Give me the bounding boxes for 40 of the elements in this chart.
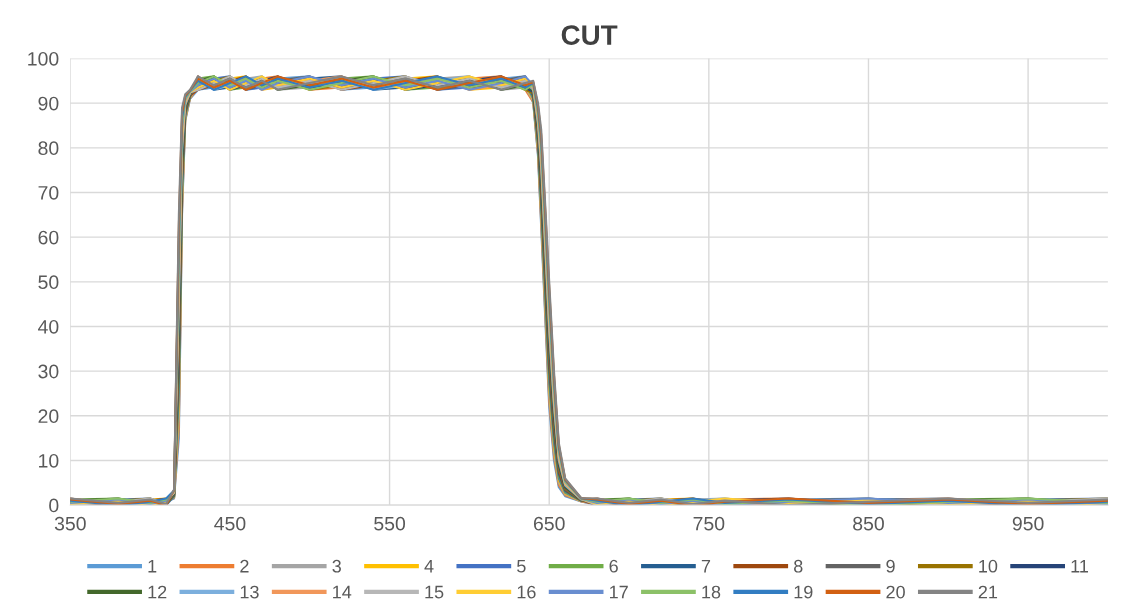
y-tick-label: 50 (38, 275, 59, 290)
legend-label: 2 (240, 559, 249, 573)
y-tick-label: 90 (38, 96, 59, 111)
legend-label: 12 (148, 585, 167, 599)
legend-label: 21 (978, 585, 998, 599)
x-tick-label: 950 (1012, 516, 1044, 531)
legend-label: 1 (148, 559, 157, 573)
legend-label: 15 (425, 585, 444, 599)
legend-label: 4 (424, 559, 434, 573)
legend-label: 3 (332, 559, 341, 573)
y-tick-label: 0 (49, 498, 59, 513)
chart-title: CUT (561, 25, 618, 45)
legend-label: 11 (1071, 559, 1089, 573)
legend-label: 17 (610, 585, 628, 599)
legend-label: 9 (886, 559, 895, 573)
x-tick-label: 350 (54, 516, 86, 531)
legend-label: 5 (517, 559, 526, 573)
legend-label: 16 (517, 585, 536, 599)
legend-label: 18 (702, 585, 721, 599)
x-tick-label: 450 (214, 516, 246, 531)
x-tick-label: 750 (693, 516, 725, 531)
y-tick-label: 80 (38, 141, 59, 156)
y-tick-label: 70 (38, 185, 59, 200)
legend-label: 7 (701, 559, 711, 573)
legend-label: 20 (886, 585, 905, 599)
y-tick-label: 30 (38, 364, 59, 379)
legend-label: 13 (240, 585, 259, 599)
x-tick-label: 850 (853, 516, 884, 531)
y-tick-label: 100 (28, 51, 59, 66)
x-tick-label: 550 (374, 516, 406, 531)
legend-label: 8 (794, 559, 803, 573)
y-tick-label: 20 (38, 409, 59, 424)
legend-label: 6 (609, 559, 618, 573)
y-tick-label: 60 (38, 230, 59, 245)
y-tick-label: 10 (39, 453, 59, 468)
y-tick-label: 40 (38, 319, 59, 334)
x-tick-label: 650 (533, 516, 565, 531)
legend-label: 14 (333, 585, 352, 599)
legend-label: 10 (979, 559, 998, 573)
legend-label: 19 (794, 585, 813, 599)
